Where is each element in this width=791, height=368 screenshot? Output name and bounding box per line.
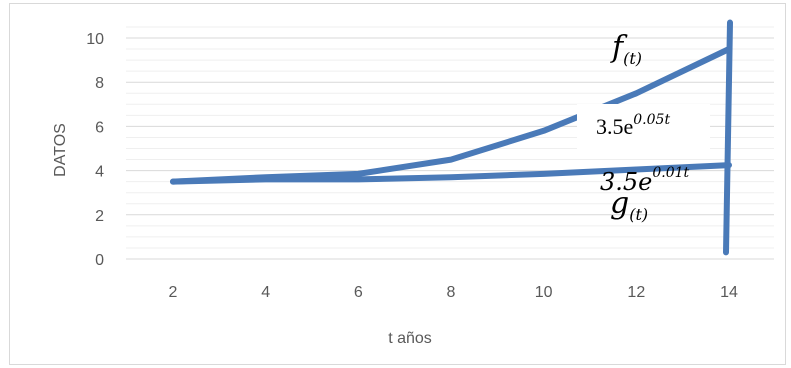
g-formula: 3.5e0.01t — [600, 165, 690, 196]
f-formula-box — [577, 104, 710, 154]
x-tick-label: 8 — [447, 284, 456, 301]
x-tick-labels: 2 4 6 8 10 12 14 — [169, 284, 738, 301]
x-tick-label: 12 — [627, 284, 645, 301]
f-label: f(t) — [610, 30, 642, 68]
y-tick-label: 4 — [95, 164, 104, 181]
series-lines — [170, 19, 733, 256]
y-tick-label: 10 — [86, 31, 104, 48]
x-axis-title: t años — [388, 330, 432, 347]
g-label: g(t) — [610, 186, 648, 224]
x-tick-label: 10 — [535, 284, 553, 301]
chart-area — [9, 3, 786, 365]
series-line-2 — [170, 162, 732, 185]
x-tick-label: 2 — [169, 284, 178, 301]
x-tick-label: 6 — [354, 284, 363, 301]
vertical-line — [723, 19, 733, 256]
y-tick-label: 6 — [95, 119, 104, 136]
x-tick-label: 4 — [261, 284, 270, 301]
y-tick-labels: 0 2 4 6 8 10 — [86, 31, 104, 269]
y-tick-label: 0 — [95, 252, 104, 269]
y-tick-label: 2 — [95, 208, 104, 225]
y-tick-label: 8 — [95, 75, 104, 92]
y-axis-title: DATOS — [52, 123, 69, 177]
f-formula: 3.5e0.05t — [596, 112, 670, 139]
x-tick-label: 14 — [720, 284, 738, 301]
